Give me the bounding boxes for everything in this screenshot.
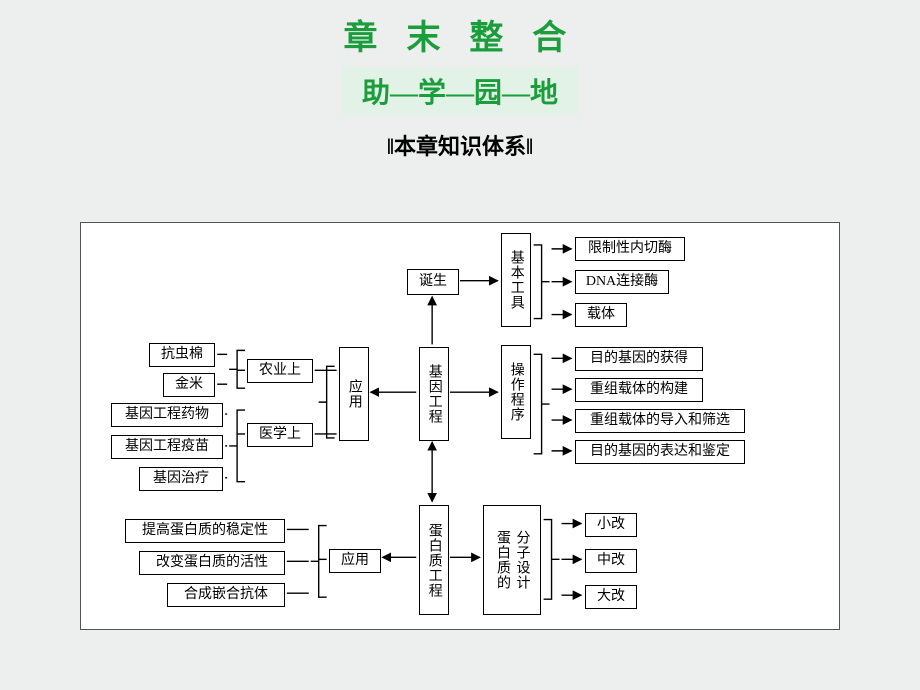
diagram: 基因工程诞生基本工具限制性内切酶DNA连接酶载体操作程序目的基因的获得重组载体的… [81, 223, 839, 629]
page-title: 章 末 整 合 [0, 0, 920, 59]
node-app: 应用 [339, 347, 369, 441]
node-procedure: 操作程序 [501, 345, 531, 439]
node-tools: 基本工具 [501, 233, 531, 327]
node-p3: 重组载体的导入和筛选 [575, 409, 745, 433]
node-a2: 金米 [163, 373, 215, 397]
subtitle-wrap: 助—学—园—地 [0, 67, 920, 115]
node-agri: 农业上 [247, 359, 313, 383]
node-vector: 载体 [575, 303, 627, 327]
node-enzyme_r: 限制性内切酶 [575, 237, 685, 261]
node-d3: 大改 [585, 585, 637, 609]
node-d2: 中改 [585, 549, 637, 573]
node-d1: 小改 [585, 513, 637, 537]
node-a1: 抗虫棉 [149, 343, 215, 367]
section-head: ‖本章知识体系‖ [0, 129, 920, 161]
node-p4: 目的基因的表达和鉴定 [575, 440, 745, 464]
node-app2: 应用 [329, 549, 381, 573]
diagram-frame: 基因工程诞生基本工具限制性内切酶DNA连接酶载体操作程序目的基因的获得重组载体的… [80, 222, 840, 630]
node-pa2: 改变蛋白质的活性 [139, 551, 285, 575]
node-med: 医学上 [247, 423, 313, 447]
node-p2: 重组载体的构建 [575, 378, 703, 402]
node-center: 基因工程 [419, 347, 449, 441]
node-p1: 目的基因的获得 [575, 347, 703, 371]
subtitle: 助—学—园—地 [342, 67, 578, 115]
node-m3: 基因治疗 [139, 467, 223, 491]
node-protein: 蛋白质工程 [419, 505, 449, 615]
node-design: 蛋白质的分子设计 [483, 505, 541, 615]
node-pa1: 提高蛋白质的稳定性 [125, 519, 285, 543]
node-birth: 诞生 [407, 269, 459, 295]
node-m1: 基因工程药物 [111, 403, 223, 427]
node-enzyme_d: DNA连接酶 [575, 270, 669, 294]
node-pa3: 合成嵌合抗体 [167, 583, 285, 607]
node-m2: 基因工程疫苗 [111, 435, 223, 459]
